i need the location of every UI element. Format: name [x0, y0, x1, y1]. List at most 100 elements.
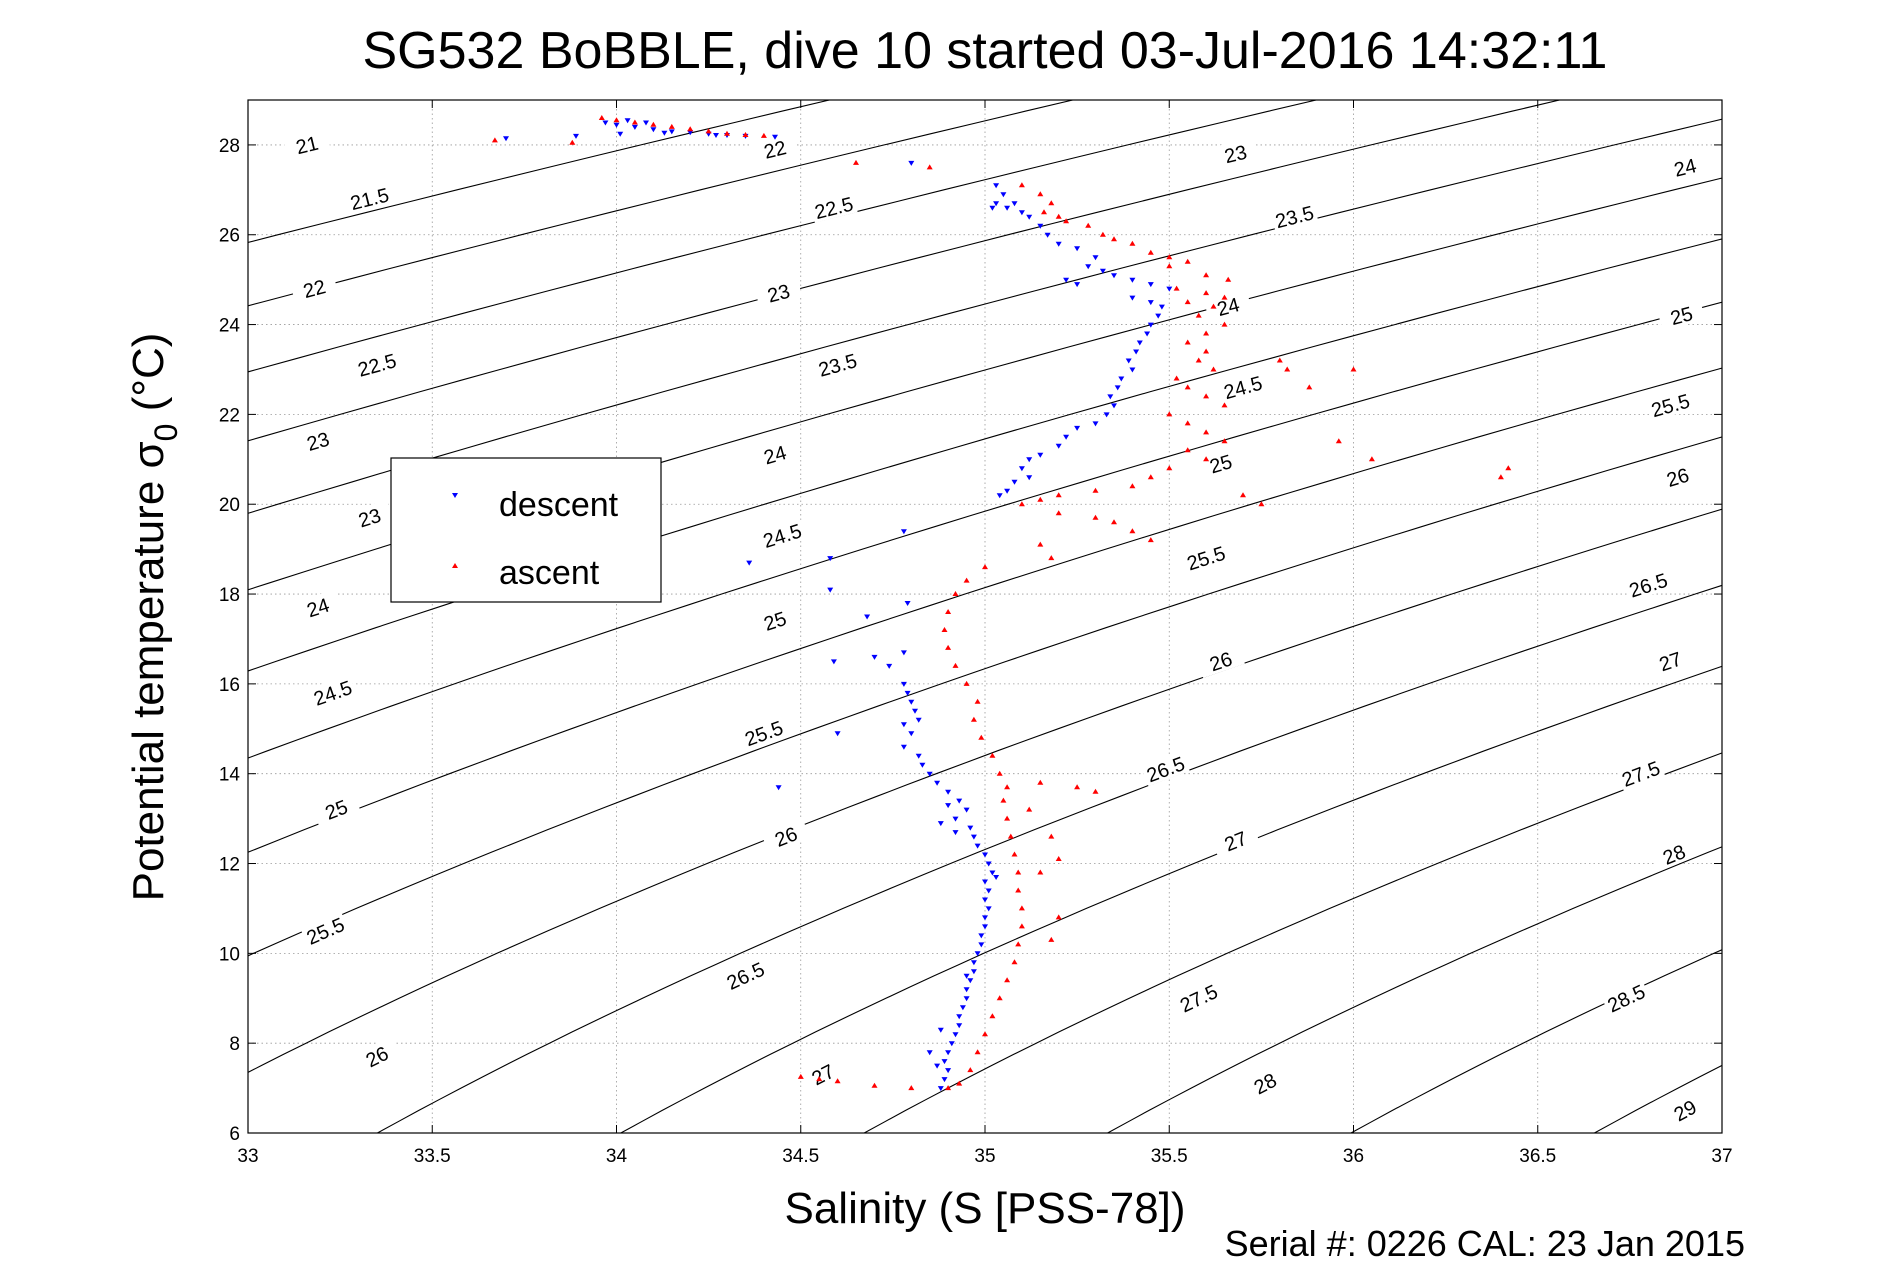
contour-label-text: 23: [765, 281, 792, 308]
descent-point: [904, 601, 911, 606]
descent-point: [1129, 367, 1136, 373]
contour-line: [248, 100, 1076, 307]
x-tick-label: 33.5: [414, 1146, 451, 1167]
ascent-point: [945, 609, 952, 614]
contour-label-text: 22: [301, 276, 328, 303]
descent-point: [1155, 313, 1162, 319]
contour-label-bg: [351, 1035, 402, 1076]
contour-label-bg: [311, 790, 361, 827]
y-axis-label-text: Potential temperature: [124, 481, 173, 902]
ascent-point: [1195, 312, 1202, 318]
descent-point: [970, 834, 977, 840]
contour-line: [248, 100, 832, 243]
descent-point: [1000, 192, 1007, 198]
ascent-point: [871, 1082, 878, 1088]
descent-point: [871, 654, 878, 660]
descent-point: [934, 1063, 941, 1069]
descent-point: [926, 771, 933, 777]
y-axis-label-symbol: σ: [124, 441, 173, 468]
descent-point: [904, 690, 911, 696]
series-ascent: [491, 115, 1512, 1091]
contour-label-text: 21: [294, 133, 321, 160]
contour-label-bg: [1211, 137, 1260, 169]
descent-point: [956, 1014, 963, 1020]
contour-label-bg: [1181, 540, 1231, 575]
contour-line: [248, 508, 1722, 1074]
ascent-point: [1184, 420, 1191, 426]
contour-label: 29: [1660, 1089, 1710, 1130]
ascent-point: [941, 627, 948, 632]
ascent-point: [1368, 456, 1375, 462]
ascent-point: [1111, 519, 1117, 525]
descent-point: [993, 183, 1000, 189]
x-tick-label: 35: [974, 1146, 995, 1167]
contour-label-text: 24.5: [311, 677, 355, 711]
descent-point: [1055, 443, 1062, 449]
ascent-point: [1210, 303, 1217, 309]
ascent-point: [1221, 402, 1228, 408]
ascent-point: [989, 1013, 996, 1019]
ascent-point: [1129, 528, 1136, 534]
ascent-point: [760, 132, 767, 138]
contour-label-text: 25.5: [304, 914, 348, 950]
descent-point: [948, 1041, 955, 1047]
descent-point: [982, 915, 988, 921]
y-tick-label: 18: [219, 585, 240, 606]
ascent-point: [705, 128, 712, 134]
descent-point: [963, 807, 970, 813]
descent-point: [989, 870, 996, 876]
contour-label: 23: [1211, 137, 1260, 169]
ascent-point: [974, 698, 981, 704]
descent-point: [1011, 201, 1018, 207]
y-tick-label: 20: [219, 495, 240, 516]
descent-point: [941, 1077, 948, 1083]
descent-point: [624, 118, 631, 124]
contour-label-text: 26.5: [1144, 753, 1188, 787]
contour-label: 28: [1240, 1062, 1290, 1103]
descent-point: [864, 614, 871, 620]
contour-label-bg: [813, 347, 862, 381]
ascent-point: [1037, 869, 1044, 875]
contour-label: 24: [750, 437, 799, 471]
contour-line: [1349, 949, 1722, 1133]
contour-label-bg: [1623, 566, 1673, 602]
ascent-point: [967, 1067, 974, 1073]
contour-label: 22.5: [352, 347, 401, 382]
legend-ascent-label: ascent: [499, 554, 600, 592]
descent-point: [1063, 434, 1070, 440]
y-tick-label: 26: [219, 226, 240, 247]
ascent-point: [1015, 941, 1022, 947]
descent-point: [746, 560, 753, 566]
ascent-point: [1497, 474, 1504, 480]
descent-point: [963, 987, 970, 993]
descent-point: [941, 1059, 948, 1065]
ascent-point: [1063, 218, 1070, 224]
contour-label: 26.5: [1623, 566, 1673, 603]
descent-point: [617, 131, 624, 137]
contour-label-text: 23: [1222, 142, 1249, 169]
ascent-point: [996, 995, 1003, 1001]
descent-point: [985, 906, 992, 912]
contour-line: [376, 584, 1722, 1133]
descent-point: [1037, 223, 1044, 229]
contour-label-bg: [308, 674, 357, 710]
ascent-point: [1173, 375, 1180, 381]
ascent-point: [1195, 357, 1202, 363]
ascent-point: [978, 734, 985, 740]
ascent-point: [908, 1085, 915, 1091]
descent-point: [970, 969, 977, 975]
descent-point: [937, 1086, 944, 1092]
descent-point: [945, 1050, 952, 1056]
descent-point: [772, 134, 778, 140]
contour-line: [248, 100, 1319, 373]
ascent-point: [1240, 492, 1246, 498]
y-tick-label: 12: [219, 855, 240, 876]
legend: descent ascent: [390, 457, 662, 603]
contour-label-bg: [750, 602, 800, 638]
descent-point: [668, 129, 675, 135]
ascent-point: [1221, 321, 1228, 327]
descent-point: [1044, 232, 1051, 238]
contour-label: 23: [345, 499, 394, 534]
contour-labels: 21 21.5 22 22.5 23 23 24 24.5 25 25.5 26 22 22.5 23 23…: [282, 128, 1710, 1130]
descent-point: [1136, 340, 1143, 346]
